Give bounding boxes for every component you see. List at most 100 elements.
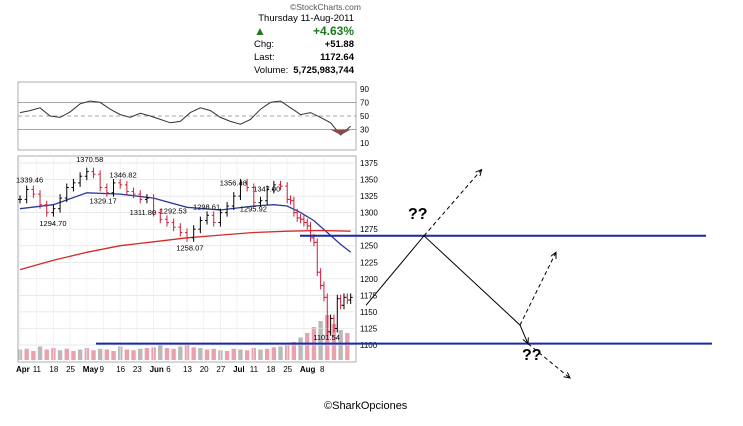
volume-bar-42 — [298, 337, 303, 360]
volume-bar-7 — [64, 348, 69, 360]
price-bar-39 — [278, 180, 283, 191]
price-tick-label-8: 1175 — [360, 291, 378, 300]
price-bar-26 — [191, 225, 196, 242]
volume-bar-12 — [97, 348, 103, 360]
volume-bar-9 — [77, 349, 83, 360]
rsi-tick-label-4: 10 — [360, 139, 369, 148]
volume-bar-4 — [44, 349, 49, 360]
volume-bar-41 — [291, 342, 297, 360]
price-bar-30 — [218, 208, 223, 227]
price-bar-46 — [305, 218, 310, 230]
projection-path-3 — [527, 343, 570, 378]
volume-bar-21 — [158, 345, 163, 360]
rsi-tick-label-3: 30 — [360, 126, 369, 135]
volume-bar-19 — [144, 348, 150, 360]
volume-bar-28 — [204, 349, 210, 360]
price-bar-32 — [231, 192, 236, 210]
price-bar-31 — [225, 202, 230, 217]
rsi-tick-label-1: 70 — [360, 98, 369, 107]
volume-bar-47 — [331, 324, 337, 360]
volume-label: Volume: — [254, 65, 289, 76]
date-tick-label-3: 25 — [66, 365, 75, 374]
volume-bar-45 — [318, 321, 323, 360]
date-tick-label-17: Aug — [300, 365, 316, 374]
price-grid — [18, 156, 356, 362]
price-bar-49 — [315, 238, 320, 277]
chg-label: Chg: — [254, 39, 275, 50]
price-bar-28 — [205, 211, 210, 225]
price-bar-21 — [158, 208, 163, 224]
price-bar-35 — [251, 183, 256, 207]
price-bar-57 — [341, 293, 346, 310]
volume-bar-49 — [345, 333, 350, 360]
rsi-tick-label-0: 90 — [360, 85, 369, 94]
volume-bar-29 — [211, 348, 216, 360]
volume-bar-2 — [31, 351, 36, 360]
price-annotation-11: 1347.00 — [253, 185, 280, 194]
volume-value: 5,725,983,744 — [293, 65, 354, 76]
chg-value: +51.88 — [324, 39, 354, 50]
price-bar-37 — [265, 185, 270, 205]
price-annotation-1: 1294.70 — [39, 219, 66, 228]
volume-bar-17 — [131, 350, 136, 360]
price-bar-14 — [111, 178, 116, 197]
question-mark-label-0: ?? — [408, 206, 428, 223]
price-bars — [18, 167, 353, 336]
price-bar-44 — [298, 213, 303, 224]
date-tick-label-18: 8 — [320, 365, 325, 374]
quote-pct: +4.63% — [312, 24, 354, 38]
price-bar-59 — [348, 293, 353, 304]
volume-bars — [17, 315, 350, 360]
date-tick-label-0: Apr — [16, 365, 30, 374]
volume-bar-14 — [111, 351, 116, 360]
price-bar-6 — [58, 194, 63, 213]
date-tick-label-4: May — [83, 365, 99, 374]
date-tick-label-5: 9 — [100, 365, 105, 374]
price-tick-label-0: 1375 — [360, 159, 378, 168]
date-tick-label-13: Jul — [233, 365, 245, 374]
last-value: 1172.64 — [320, 52, 354, 63]
price-bar-24 — [178, 223, 183, 237]
price-tick-label-6: 1225 — [360, 258, 378, 267]
price-bar-20 — [151, 194, 156, 217]
price-bar-58 — [345, 293, 350, 304]
projection-overlay: ???? — [96, 170, 712, 379]
volume-bar-37 — [264, 348, 270, 360]
price-bar-36 — [258, 196, 263, 207]
volume-bar-46 — [325, 315, 330, 360]
question-mark-label-1: ?? — [522, 347, 542, 364]
quote-volume-row: Volume: 5,725,983,744 — [254, 64, 354, 77]
date-tick-label-15: 18 — [267, 365, 276, 374]
price-tick-label-1: 1350 — [360, 176, 378, 185]
price-annotations: 1339.46 1294.70 1370.58 1329.17 1346.82 1311.… — [16, 155, 340, 342]
projection-path-2 — [519, 252, 556, 326]
rsi-line — [19, 100, 352, 136]
price-bar-40 — [285, 182, 290, 204]
volume-bar-26 — [191, 347, 196, 360]
price-bar-25 — [185, 228, 189, 242]
quote-header: Thursday 11-Aug-2011 ▲ +4.63% Chg: +51.8… — [254, 12, 354, 77]
price-bar-3 — [38, 190, 43, 209]
price-bar-1 — [24, 185, 29, 204]
price-annotation-3: 1329.17 — [90, 196, 117, 205]
quote-date: Thursday 11-Aug-2011 — [258, 13, 354, 24]
volume-bar-18 — [138, 348, 143, 360]
date-tick-label-9: 6 — [166, 365, 171, 374]
projection-path-0 — [365, 235, 528, 344]
volume-bar-32 — [231, 348, 236, 360]
volume-bar-16 — [124, 349, 130, 360]
price-bar-10 — [84, 167, 89, 181]
price-bar-18 — [138, 190, 143, 204]
volume-bar-13 — [104, 349, 110, 360]
price-bar-47 — [308, 221, 313, 242]
volume-bar-36 — [258, 349, 263, 360]
price-bar-38 — [271, 180, 276, 194]
price-bar-7 — [64, 183, 69, 203]
volume-bar-22 — [164, 348, 170, 360]
date-tick-label-7: 23 — [133, 365, 142, 374]
date-axis-labels: Apr 11 18 25 May 9 16 23 Jun 6 13 20 27 Jul 11 18 25 Aug 8 — [16, 365, 325, 374]
price-annotation-10: 1295.92 — [240, 204, 267, 213]
volume-bar-31 — [224, 351, 230, 360]
price-bar-56 — [338, 294, 343, 310]
